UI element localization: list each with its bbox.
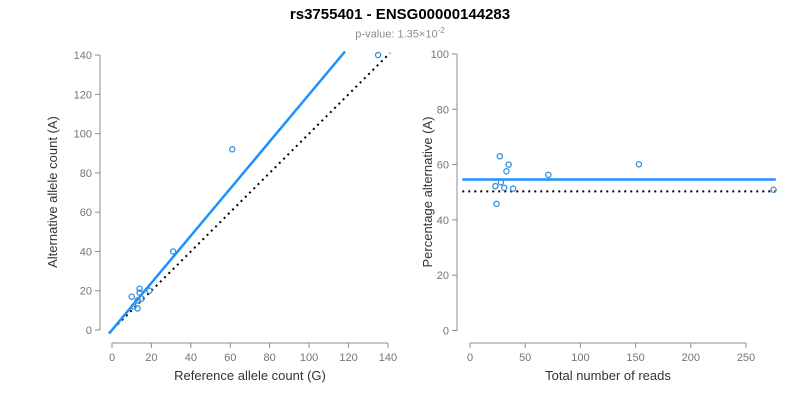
- data-point: [500, 184, 508, 192]
- x-tick-label: 250: [737, 352, 755, 364]
- x-tick-label: 100: [571, 352, 589, 364]
- y-tick-label: 120: [74, 89, 92, 101]
- x-tick-label: 0: [109, 352, 115, 364]
- data-point: [136, 289, 143, 296]
- x-tick-label: 140: [379, 352, 397, 364]
- data-point: [492, 182, 499, 190]
- pvalue-subtitle: p-value: 1.35×10-2: [0, 26, 800, 41]
- y-tick-label: 80: [80, 168, 92, 180]
- data-point: [509, 185, 517, 192]
- data-point: [138, 295, 145, 302]
- data-point: [496, 153, 504, 160]
- data-point: [503, 167, 510, 175]
- data-point: [136, 285, 143, 293]
- x-tick-label: 80: [264, 352, 276, 364]
- data-point: [770, 186, 777, 194]
- data-point: [169, 248, 177, 255]
- y-tick-label: 40: [437, 215, 449, 227]
- y-tick-label: 20: [437, 270, 449, 282]
- x-tick-label: 200: [682, 352, 700, 364]
- y-tick-label: 0: [86, 325, 92, 337]
- data-point: [146, 287, 153, 294]
- fit-line: [108, 50, 346, 335]
- figure-title: rs3755401 - ENSG00000144283: [289, 6, 511, 23]
- y-tick-label: 100: [74, 129, 92, 141]
- identity-line: [108, 52, 391, 334]
- y-tick-label: 60: [80, 207, 92, 219]
- y-tick-label: 40: [80, 246, 92, 258]
- y-tick-label: 20: [80, 286, 92, 298]
- x-axis-title-right: Total number of reads: [545, 368, 671, 383]
- data-point: [505, 161, 512, 168]
- x-tick-label: 0: [467, 352, 473, 364]
- x-tick-label: 60: [224, 352, 236, 364]
- y-tick-label: 100: [431, 49, 449, 61]
- y-axis-title-right: Percentage alternative (A): [420, 116, 435, 268]
- data-point: [374, 51, 382, 59]
- data-point: [545, 171, 552, 179]
- x-tick-label: 150: [626, 352, 644, 364]
- data-point: [497, 179, 505, 186]
- x-tick-label: 100: [300, 352, 318, 364]
- pvalue-text: p-value: 1.35×10: [355, 28, 438, 41]
- data-point: [228, 146, 236, 153]
- data-point: [493, 200, 500, 208]
- y-tick-label: 60: [437, 160, 449, 172]
- y-tick-label: 140: [74, 50, 92, 62]
- y-tick-label: 80: [437, 104, 449, 116]
- x-tick-label: 40: [185, 352, 197, 364]
- y-axis-title-left: Alternative allele count (A): [45, 116, 60, 268]
- data-point: [635, 161, 643, 168]
- x-tick-label: 50: [519, 352, 531, 364]
- y-tick-label: 0: [443, 326, 449, 338]
- x-tick-label: 20: [145, 352, 157, 364]
- data-point: [134, 305, 141, 312]
- x-axis-title-left: Reference allele count (G): [174, 368, 326, 383]
- data-point: [128, 293, 135, 300]
- pvalue-exponent: -2: [437, 26, 445, 35]
- x-tick-label: 120: [339, 352, 357, 364]
